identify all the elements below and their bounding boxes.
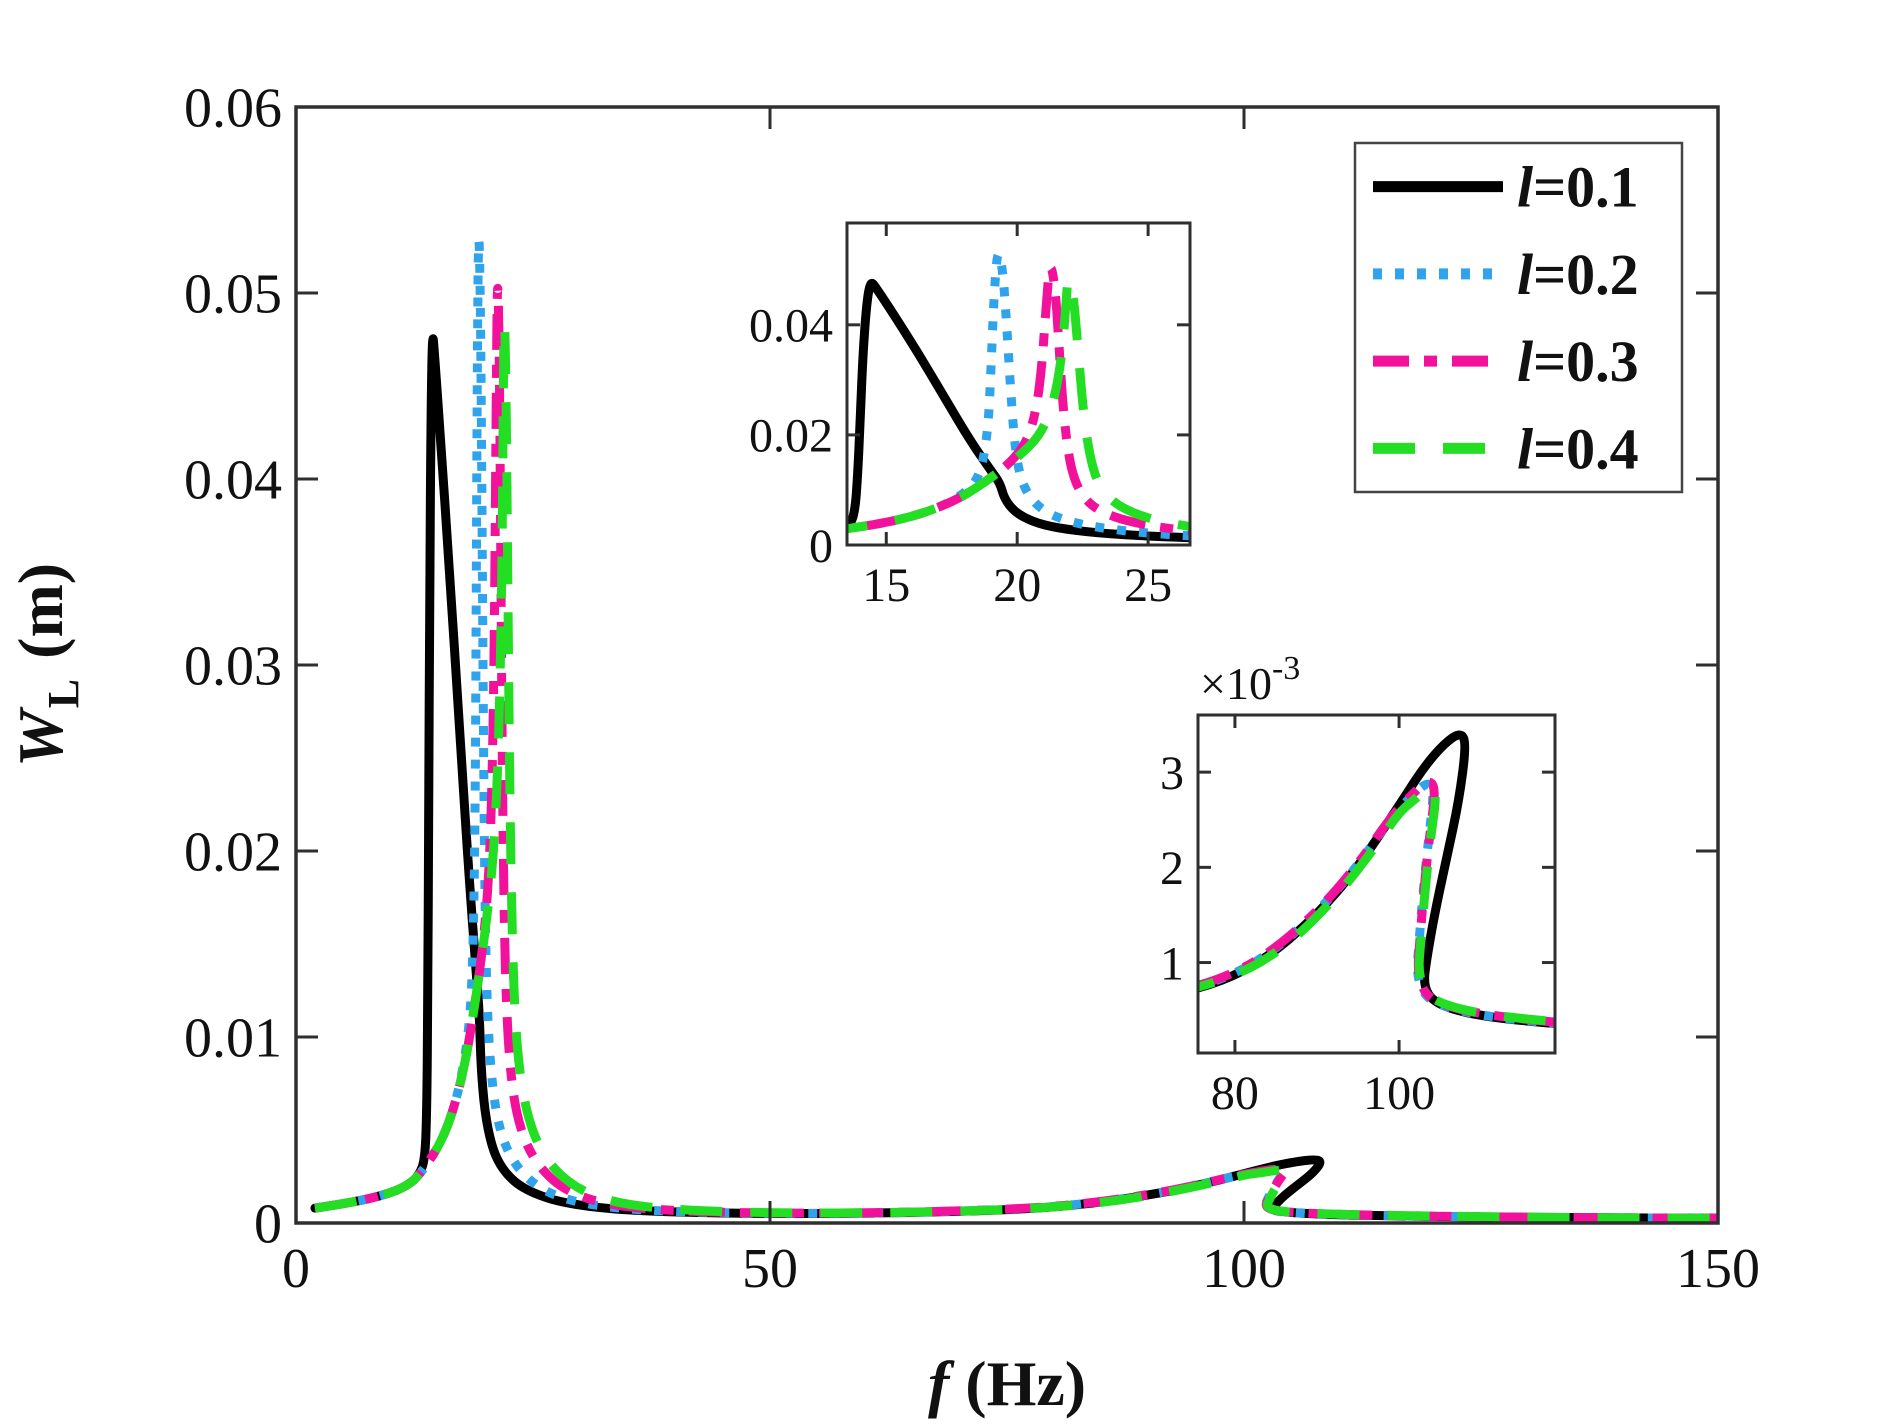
- series-group-inset2: [1198, 730, 1555, 1028]
- viewport-inset2: 80 100 1 2 3 ×10-3: [1160, 650, 1557, 1120]
- y-tick-label: 0.04: [184, 450, 282, 512]
- inset-background: [1198, 715, 1555, 1053]
- legend-label: l=0.1: [1517, 155, 1639, 220]
- y-tick-label: 0.01: [184, 1008, 282, 1070]
- axis-multiplier-label: ×10-3: [1200, 650, 1300, 709]
- legend-label-value: =0.4: [1533, 416, 1639, 481]
- y-tick-label: 0.06: [184, 78, 282, 140]
- x-tick-label: 15: [862, 559, 910, 612]
- x-tick-label: 150: [1676, 1238, 1760, 1300]
- x-tick-label: 100: [1363, 1067, 1435, 1120]
- legend-label-symbol: l: [1517, 329, 1534, 394]
- y-tick-label: 0.03: [184, 636, 282, 698]
- legend-label-symbol: l: [1517, 155, 1534, 220]
- y-tick-label: 1: [1160, 937, 1184, 990]
- series-l-0.1: [847, 278, 1190, 543]
- legend-item-l-0.4: l=0.4: [1373, 416, 1639, 481]
- series-l-0.4: [847, 274, 1190, 534]
- x-tick-label: 20: [993, 559, 1041, 612]
- series-group-inset1: [847, 250, 1190, 543]
- x-tick-label: 100: [1202, 1238, 1286, 1300]
- y-tick-label: 0: [809, 520, 833, 573]
- legend-label: l=0.3: [1517, 329, 1639, 394]
- y-tick-label: 0: [254, 1194, 282, 1256]
- series-l-0.1: [310, 334, 1718, 1223]
- legend-item-l-0.2: l=0.2: [1373, 242, 1639, 307]
- inset-background: [847, 223, 1190, 545]
- y-tick-label: 0.04: [749, 300, 833, 353]
- y-tick-label: 0.05: [184, 264, 282, 326]
- multiplier-base: ×10: [1200, 658, 1272, 709]
- x-tick-label: 50: [742, 1238, 798, 1300]
- legend-item-l-0.1: l=0.1: [1373, 155, 1639, 220]
- y-tick-label: 0.02: [749, 410, 833, 463]
- x-tick-label: 0: [282, 1238, 310, 1300]
- multiplier-exponent: -3: [1272, 650, 1300, 687]
- y-tick-label: 0.02: [184, 822, 282, 884]
- legend-label-value: =0.2: [1533, 242, 1639, 307]
- series-l-0.4: [314, 321, 1718, 1223]
- x-tick-label: 80: [1211, 1067, 1259, 1120]
- series-l-0.2: [847, 250, 1190, 541]
- x-tick-label: 25: [1124, 559, 1172, 612]
- legend-label-value: =0.3: [1533, 329, 1639, 394]
- legend: l=0.1l=0.2l=0.3l=0.4: [1353, 141, 1684, 494]
- y-tick-label: 2: [1160, 842, 1184, 895]
- x-axis-unit: (Hz): [949, 1348, 1086, 1419]
- legend-label: l=0.2: [1517, 242, 1639, 307]
- legend-box: [1353, 141, 1684, 494]
- legend-label: l=0.4: [1517, 416, 1639, 481]
- legend-label-symbol: l: [1517, 416, 1534, 481]
- axes-box-inset2: [1196, 713, 1557, 1055]
- y-axis-unit: (m): [5, 563, 76, 675]
- legend-item-l-0.3: l=0.3: [1373, 329, 1639, 394]
- x-axis-label: f (Hz): [928, 1348, 1086, 1419]
- legend-label-value: =0.1: [1533, 155, 1639, 220]
- y-axis-subscript: L: [39, 679, 88, 708]
- y-axis-symbol: W: [5, 706, 76, 767]
- y-axis-label: WL (m): [5, 563, 88, 767]
- legend-label-symbol: l: [1517, 242, 1534, 307]
- viewport-inset1: 15 20 25 0 0.02 0.04: [749, 221, 1192, 612]
- series-group-main: [310, 236, 1718, 1223]
- y-tick-label: 3: [1160, 747, 1184, 800]
- series-l-0.1: [1198, 730, 1555, 1028]
